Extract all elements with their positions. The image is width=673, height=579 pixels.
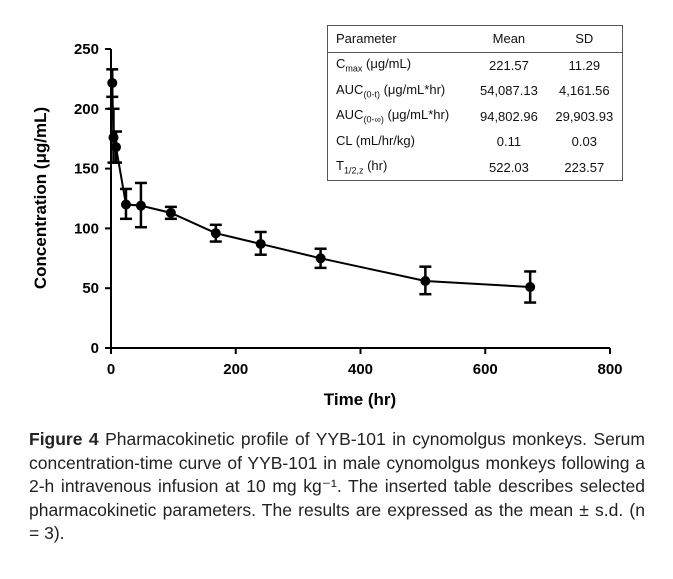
table-row: CL (mL/hr/kg) 0.11 0.03 <box>328 129 623 155</box>
mean-cell: 0.11 <box>496 134 522 150</box>
data-point <box>107 77 118 88</box>
y-tick-label: 200 <box>74 101 99 118</box>
parameter-cell: Cmax (μg/mL) <box>336 56 412 75</box>
data-point <box>135 200 146 211</box>
data-point <box>315 253 326 264</box>
data-point <box>110 142 121 153</box>
sd-cell: 4,161.56 <box>558 83 610 99</box>
table-row: AUC(0-∞) (μg/mL*hr) 94,802.96 29,903.93 <box>328 104 623 130</box>
data-point <box>120 199 131 210</box>
parameter-cell: AUC(0-∞) (μg/mL*hr) <box>336 107 450 126</box>
mean-cell: 94,802.96 <box>479 108 538 124</box>
x-tick-label: 0 <box>107 361 115 378</box>
x-tick-label: 200 <box>223 361 248 378</box>
data-point <box>420 276 431 287</box>
parameter-cell: CL (mL/hr/kg) <box>336 132 415 148</box>
x-tick-label: 600 <box>473 361 498 378</box>
x-tick-label: 800 <box>597 361 622 378</box>
y-tick-label: 50 <box>82 280 99 297</box>
sd-cell: 0.03 <box>571 134 597 150</box>
mean-cell: 54,087.13 <box>479 83 538 99</box>
pk-chart: 0 200 400 600 800 0 50 100 150 200 250 Time (hr) C… <box>31 41 623 409</box>
figure-caption: Figure 4 Pharmacokinetic profile of YYB-… <box>29 428 645 546</box>
mean-cell: 522.03 <box>489 159 529 175</box>
table-header-row: Parameter Mean SD <box>327 26 623 52</box>
pk-parameter-table: Parameter Mean SD Cmax (μg/mL) 221.57 11.2… <box>327 25 623 181</box>
y-axis-label: Concentration (μg/mL) <box>31 107 50 289</box>
data-point <box>165 207 176 218</box>
data-point <box>255 238 266 249</box>
y-tick-label: 250 <box>74 41 99 58</box>
axes: 0 200 400 600 800 0 50 100 150 200 250 <box>74 41 623 378</box>
data-point <box>525 282 536 293</box>
parameter-cell: AUC(0-t) (μg/mL*hr) <box>336 81 446 100</box>
mean-cell: 221.57 <box>489 57 529 73</box>
header-sd: SD <box>575 31 594 47</box>
header-mean: Mean <box>492 31 526 47</box>
sd-cell: 223.57 <box>564 159 605 175</box>
y-tick-label: 150 <box>74 161 99 178</box>
table-row: Cmax (μg/mL) 221.57 11.29 <box>328 52 623 78</box>
y-tick-label: 100 <box>74 220 99 237</box>
y-tick-label: 0 <box>91 340 99 357</box>
x-axis-label: Time (hr) <box>324 390 396 409</box>
caption-text: Pharmacokinetic profile of YYB-101 in cy… <box>29 429 645 543</box>
data-series <box>106 68 537 304</box>
header-parameter: Parameter <box>336 31 397 47</box>
x-tick-label: 400 <box>348 361 373 378</box>
sd-cell: 11.29 <box>568 57 601 73</box>
table-row: T1/2,z (hr) 522.03 223.57 <box>328 155 623 181</box>
figure-label: Figure 4 <box>29 429 99 449</box>
data-point <box>210 228 221 239</box>
sd-cell: 29,903.93 <box>555 108 614 124</box>
table-row: AUC(0-t) (μg/mL*hr) 54,087.13 4,161.56 <box>328 78 623 104</box>
parameter-cell: T1/2,z (hr) <box>336 158 388 177</box>
